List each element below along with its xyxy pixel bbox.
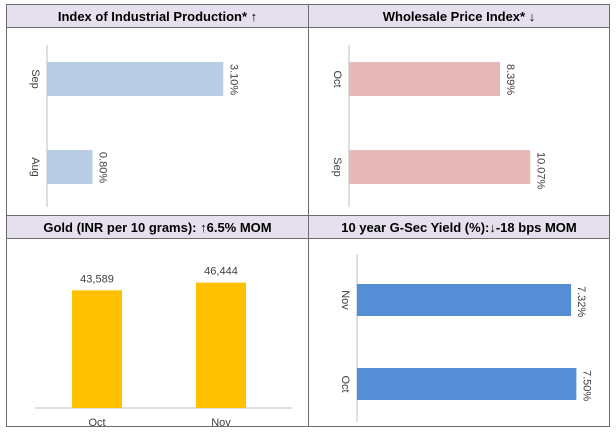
bar-oct xyxy=(357,368,577,400)
panel-title-iip: Index of Industrial Production* ↑ xyxy=(7,5,308,28)
panel-title-gold: Gold (INR per 10 grams): ↑6.5% MOM xyxy=(7,216,308,239)
value-label: 8.39% xyxy=(504,64,516,95)
panel-title-gsec: 10 year G-Sec Yield (%):↓-18 bps MOM xyxy=(309,216,609,239)
category-label: Sep xyxy=(331,157,343,177)
panel-wpi: Wholesale Price Index* ↓ Oct 8.39% Sep 10.0… xyxy=(309,5,609,215)
chart-wpi: Oct 8.39% Sep 10.07% xyxy=(331,45,546,207)
chart-gsec: Nov 7.32% Oct 7.50% xyxy=(339,254,592,422)
value-label: 46,444 xyxy=(204,266,238,278)
category-label: Aug xyxy=(29,157,41,177)
category-label: Oct xyxy=(88,417,105,426)
panel-gsec: 10 year G-Sec Yield (%):↓-18 bps MOM Nov… xyxy=(309,216,609,426)
panel-title-wpi: Wholesale Price Index* ↓ xyxy=(309,5,609,28)
category-label: Nov xyxy=(211,417,231,426)
value-label: 10.07% xyxy=(534,152,546,190)
bar-sep xyxy=(47,62,224,96)
bar-oct xyxy=(349,62,501,96)
category-label: Sep xyxy=(29,69,41,89)
value-label: 3.10% xyxy=(227,64,239,95)
category-label: Oct xyxy=(331,70,343,87)
panel-gold: Gold (INR per 10 grams): ↑6.5% MOM 43,58… xyxy=(7,216,308,426)
panel-iip: Index of Industrial Production* ↑ Sep 3.1… xyxy=(7,5,308,215)
bar-nov xyxy=(196,282,246,408)
value-label: 7.50% xyxy=(580,370,592,401)
bar-nov xyxy=(357,284,572,316)
chart-gold: 43,589 Oct 46,444 Nov xyxy=(35,266,292,426)
horizontal-divider xyxy=(7,215,609,216)
dashboard-grid: Index of Industrial Production* ↑ Sep 3.1… xyxy=(6,4,610,427)
value-label: 43,589 xyxy=(80,273,114,285)
category-label: Oct xyxy=(339,375,351,392)
value-label: 0.80% xyxy=(97,152,109,183)
chart-iip: Sep 3.10% Aug 0.80% xyxy=(29,45,239,207)
bar-oct xyxy=(72,290,122,408)
bar-aug xyxy=(47,150,93,184)
category-label: Nov xyxy=(339,290,351,310)
value-label: 7.32% xyxy=(575,286,587,317)
bar-sep xyxy=(349,150,531,184)
